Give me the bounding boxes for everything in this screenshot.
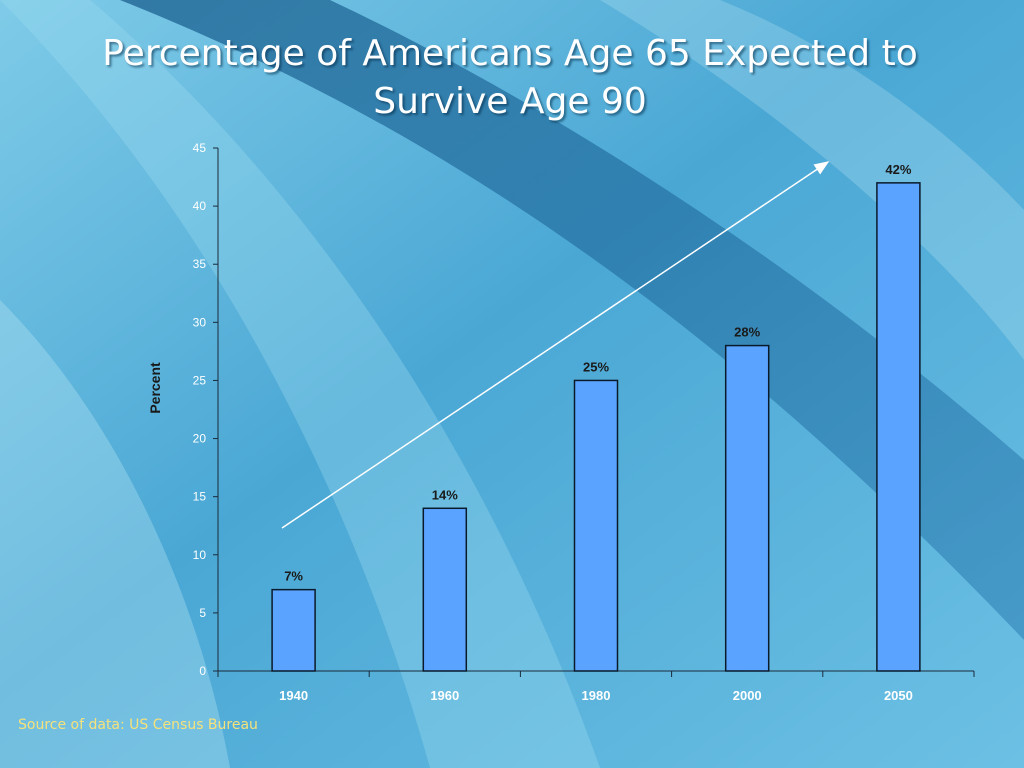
y-tick-label: 30 — [193, 315, 207, 329]
data-label-2050: 42% — [885, 162, 911, 177]
bar-1940 — [271, 588, 316, 672]
chart-title: Percentage of Americans Age 65 Expected … — [60, 30, 960, 126]
chart-title-line1: Percentage of Americans Age 65 Expected … — [102, 33, 918, 74]
y-tick-label: 45 — [193, 141, 207, 155]
data-label-2000: 28% — [734, 325, 760, 340]
x-tick-label-1960: 1960 — [430, 688, 459, 703]
y-tick-label: 40 — [193, 199, 207, 213]
source-note: Source of data: US Census Bureau — [18, 717, 258, 733]
y-tick-label: 35 — [193, 257, 207, 271]
chart-data-labels: 7% 14% 25% 28% 42% — [284, 162, 912, 584]
x-tick-label-1940: 1940 — [279, 688, 308, 703]
bar-2000 — [724, 344, 770, 672]
bar-2050 — [876, 182, 921, 672]
chart-title-line2: Survive Age 90 — [373, 81, 647, 122]
chart-bars — [271, 182, 921, 672]
y-tick-label: 20 — [193, 432, 207, 446]
data-label-1940: 7% — [284, 569, 303, 584]
bar-1980 — [573, 379, 619, 672]
x-tick-label-1980: 1980 — [582, 688, 611, 703]
y-tick-label: 10 — [193, 548, 207, 562]
x-tick-label-2000: 2000 — [733, 688, 762, 703]
y-tick-label: 15 — [193, 490, 207, 504]
bar-1960 — [422, 507, 468, 672]
data-label-1960: 14% — [432, 487, 458, 502]
y-tick-label: 25 — [193, 373, 207, 387]
y-axis-title: Percent — [147, 362, 163, 414]
x-tick-label-2050: 2050 — [884, 688, 913, 703]
y-tick-label: 5 — [199, 606, 206, 620]
trend-arrow — [281, 161, 830, 529]
y-tick-label: 0 — [199, 664, 206, 678]
data-label-1980: 25% — [583, 359, 609, 374]
